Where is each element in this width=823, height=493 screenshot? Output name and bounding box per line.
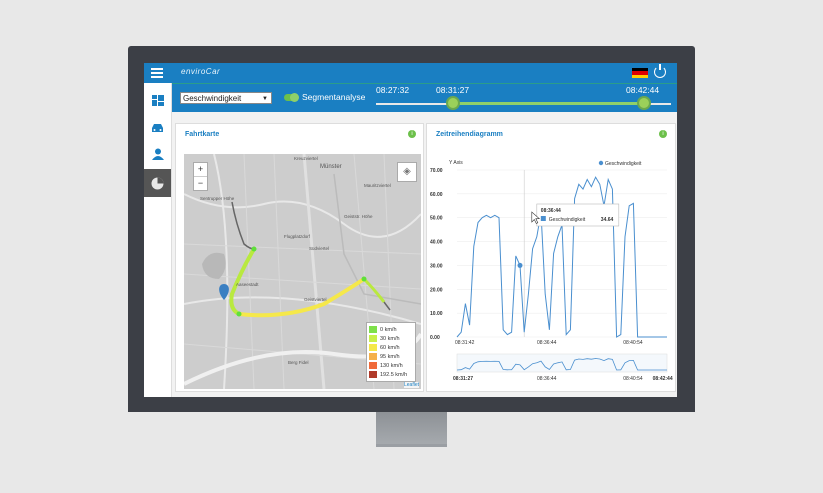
legend-item: 0 km/h [369, 325, 413, 334]
legend-label: 130 km/h [380, 362, 403, 369]
legend-swatch [369, 353, 377, 360]
dashboard-icon[interactable] [144, 87, 171, 113]
y-tick-label: 0.00 [430, 335, 440, 341]
segment-label: Segmentanalyse [302, 92, 366, 102]
tooltip-box [536, 203, 620, 227]
navigator-label: 08:31:27 [453, 376, 473, 382]
layers-icon[interactable]: ◈ [397, 162, 417, 182]
car-icon[interactable] [144, 115, 171, 141]
y-axis-label: Y Axis [449, 160, 463, 166]
parameter-select[interactable]: Geschwindigkeit ▼ [180, 92, 272, 104]
map-marker-icon [219, 284, 229, 300]
monitor-chin [128, 397, 695, 412]
user-icon[interactable] [144, 141, 171, 167]
parameter-select-value: Geschwindigkeit [183, 94, 242, 103]
legend-swatch [369, 344, 377, 351]
legend-swatch [369, 335, 377, 342]
y-tick-label: 50.00 [430, 216, 443, 222]
map-label: Münster [320, 164, 342, 170]
time-handle-right: 08:42:44 [626, 85, 660, 95]
legend-label: Geschwindigkeit [605, 161, 642, 167]
time-slider-handle-left[interactable] [446, 96, 460, 110]
legend-swatch [598, 160, 604, 166]
y-tick-label: 70.00 [430, 168, 443, 174]
tooltip-time: 08:36:44 [541, 208, 561, 214]
app-screen: enviroCar Geschwindigkeit ▼ Segmentanaly… [144, 63, 677, 397]
navigator-label: 08:40:54 [623, 376, 643, 382]
legend-label: 95 km/h [380, 353, 400, 360]
legend-swatch [369, 362, 377, 369]
navigator-label: 08:36:44 [537, 376, 557, 382]
time-slider-handle-right[interactable] [637, 96, 651, 110]
map-label: Aaseestadt [236, 282, 259, 287]
trip-map[interactable]: Kreuzviertel Mauritzviertel Münster Sent… [184, 154, 421, 389]
y-tick-label: 10.00 [430, 311, 443, 317]
speed-legend: 0 km/h 30 km/h 60 km/h 95 km/h 130 km/h 192.5… [366, 322, 416, 382]
time-slider-range [452, 102, 644, 105]
map-label: Flugplatzdorf [284, 234, 311, 239]
legend-item: 95 km/h [369, 352, 413, 361]
german-flag-icon[interactable] [632, 68, 648, 78]
time-start: 08:27:32 [376, 85, 410, 95]
legend-label: 192.5 km/h [380, 371, 408, 378]
cursor-icon [531, 211, 541, 224]
legend-item: 30 km/h [369, 334, 413, 343]
menu-icon[interactable] [151, 68, 163, 78]
navigator-line [456, 358, 667, 371]
time-series-chart[interactable]: Y Axis 70.00 60.00 50.00 40.00 30.00 20.00 10.0… [427, 124, 675, 391]
info-icon[interactable]: i [659, 130, 667, 138]
tooltip-series: Geschwindigkeit [549, 217, 586, 223]
x-tick-label: 08:36:44 [537, 340, 557, 346]
segment-toggle[interactable] [284, 93, 299, 102]
toolbar: Geschwindigkeit ▼ Segmentanalyse 08:27:3… [144, 83, 677, 112]
power-icon[interactable] [654, 64, 666, 78]
tooltip-swatch [540, 216, 546, 221]
navigator-label: 08:42:44 [653, 376, 673, 382]
top-bar: enviroCar [144, 63, 677, 83]
y-tick-label: 40.00 [430, 240, 443, 246]
map-label: Berg Fidel [288, 360, 309, 365]
chevron-down-icon: ▼ [262, 96, 268, 102]
chart-pie-icon[interactable] [144, 169, 171, 197]
map-label: Sentrupper Höhe [200, 196, 235, 201]
chart-panel-title: Zeitreihendiagramm [436, 131, 503, 138]
legend-item: 60 km/h [369, 343, 413, 352]
legend-swatch [369, 371, 377, 378]
info-icon[interactable]: i [408, 130, 416, 138]
chart-panel: Zeitreihendiagramm i Y Axis 70.00 60.00 50.… [426, 123, 676, 392]
hover-point [517, 262, 523, 268]
map-panel: Fahrtkarte i [175, 123, 424, 392]
legend-label: 60 km/h [380, 344, 400, 351]
monitor-stand-foot [376, 444, 447, 447]
map-label: Südviertel [309, 246, 330, 251]
zoom-out-button[interactable]: − [197, 178, 204, 188]
map-attribution[interactable]: Leaflet [403, 382, 419, 388]
x-tick-label: 08:40:54 [623, 340, 643, 346]
map-label: Kreuzviertel [294, 156, 318, 161]
legend-label: 30 km/h [380, 335, 400, 342]
map-panel-title: Fahrtkarte [185, 131, 220, 138]
tooltip-value: 34.64 [601, 217, 614, 223]
y-tick-label: 60.00 [430, 192, 443, 198]
map-label: Mauritzviertel [364, 183, 391, 188]
legend-item: 192.5 km/h [369, 370, 413, 379]
sidebar [144, 83, 172, 397]
map-label: Geiststr. Höhe [344, 214, 373, 219]
zoom-in-button[interactable]: + [194, 163, 207, 177]
legend-label: 0 km/h [380, 326, 397, 333]
legend-item: 130 km/h [369, 361, 413, 370]
navigator-area [456, 353, 668, 373]
map-label: Geistviertel [304, 297, 327, 302]
y-tick-label: 30.00 [430, 263, 443, 269]
monitor-stand [376, 412, 447, 446]
zoom-control: + − [193, 162, 208, 191]
y-tick-label: 20.00 [430, 287, 443, 293]
time-handle-left: 08:31:27 [436, 85, 470, 95]
app-logo: enviroCar [181, 67, 221, 76]
x-tick-label: 08:31:42 [455, 340, 475, 346]
legend-swatch [369, 326, 377, 333]
